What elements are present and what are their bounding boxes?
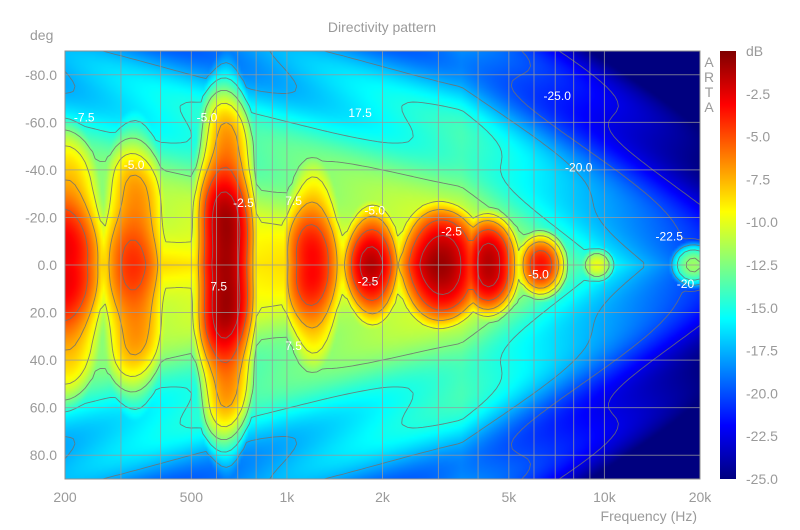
contour-labels: -7.5 -5.0 -5.0 -2.5 17.5 7.5 -5.0 -2.5 -2.5 7.5 7.… (74, 89, 695, 353)
colorbar-tick-label: -7.5 (746, 171, 770, 187)
x-tick-label: 500 (180, 489, 204, 505)
colorbar-tick-label: -2.5 (746, 86, 770, 102)
y-axis-label: deg (30, 27, 53, 43)
contour-label: -20.0 (565, 161, 593, 175)
colorbar-tick-label: -25.0 (746, 471, 778, 487)
colorbar-tick-label: -12.5 (746, 257, 778, 273)
contour-line (65, 77, 700, 453)
contour-line (558, 51, 700, 479)
colorbar-tick-label: -20.0 (746, 385, 778, 401)
contour-label: -5.0 (528, 268, 549, 282)
contour-label: -2.5 (358, 275, 379, 289)
grid-lines (65, 51, 700, 479)
contour-label: -20 (677, 277, 695, 291)
watermark-letter: A (704, 99, 714, 115)
watermark-letter: A (704, 54, 714, 70)
watermark-letter: R (704, 69, 714, 85)
colorbar-tick-label: -22.5 (746, 428, 778, 444)
y-tick-label: 0.0 (38, 257, 58, 273)
contour-label: 17.5 (348, 106, 372, 120)
y-tick-label: -60.0 (25, 114, 57, 130)
contour-label: -5.0 (197, 111, 218, 125)
y-tick-label: 60.0 (30, 400, 57, 416)
colorbar-tick-label: -17.5 (746, 343, 778, 359)
y-tick-label: -40.0 (25, 162, 57, 178)
chart-title: Directivity pattern (328, 19, 436, 35)
contour-line (65, 121, 560, 409)
x-tick-labels: 200 500 1k 2k 5k 10k 20k (53, 489, 712, 505)
contour-label: -5.0 (364, 203, 385, 217)
x-axis-label: Frequency (Hz) (601, 508, 697, 524)
colorbar (720, 51, 736, 479)
contour-line (65, 89, 700, 441)
contour-label: -2.5 (441, 225, 462, 239)
y-tick-label: 20.0 (30, 305, 57, 321)
contour-label: -25.0 (544, 89, 572, 103)
colorbar-tick-label: -5.0 (746, 129, 770, 145)
contour-label: 7.5 (285, 339, 302, 353)
x-tick-label: 10k (593, 489, 617, 505)
contour-label: -2.5 (233, 196, 254, 210)
x-tick-label: 1k (280, 489, 296, 505)
contour-label: -5.0 (124, 158, 145, 172)
x-tick-label: 5k (501, 489, 517, 505)
y-tick-label: -20.0 (25, 209, 57, 225)
y-tick-label: 80.0 (30, 447, 57, 463)
x-tick-label: 200 (53, 489, 77, 505)
colorbar-tick-label: -15.0 (746, 300, 778, 316)
colorbar-tick-labels: -2.5 -5.0 -7.5 -10.0 -12.5 -15.0 -17.5 -20.0 -22… (746, 86, 778, 487)
contour-label: 7.5 (210, 279, 227, 293)
plot-frame (64, 50, 701, 480)
x-tick-label: 20k (689, 489, 713, 505)
contour-line (510, 51, 700, 479)
contour-label: 7.5 (285, 194, 302, 208)
colorbar-tick-label: -10.0 (746, 214, 778, 230)
contour-label: -22.5 (656, 229, 684, 243)
y-tick-label: 40.0 (30, 352, 57, 368)
watermark-letter: T (705, 84, 714, 100)
contour-lines (65, 51, 700, 479)
colorbar-label: dB (746, 43, 763, 59)
y-tick-labels: -80.0 -60.0 -40.0 -20.0 0.0 20.0 40.0 60.0 80.0 (25, 67, 57, 463)
x-tick-label: 2k (375, 489, 391, 505)
y-tick-label: -80.0 (25, 67, 57, 83)
contour-label: -7.5 (74, 111, 95, 125)
